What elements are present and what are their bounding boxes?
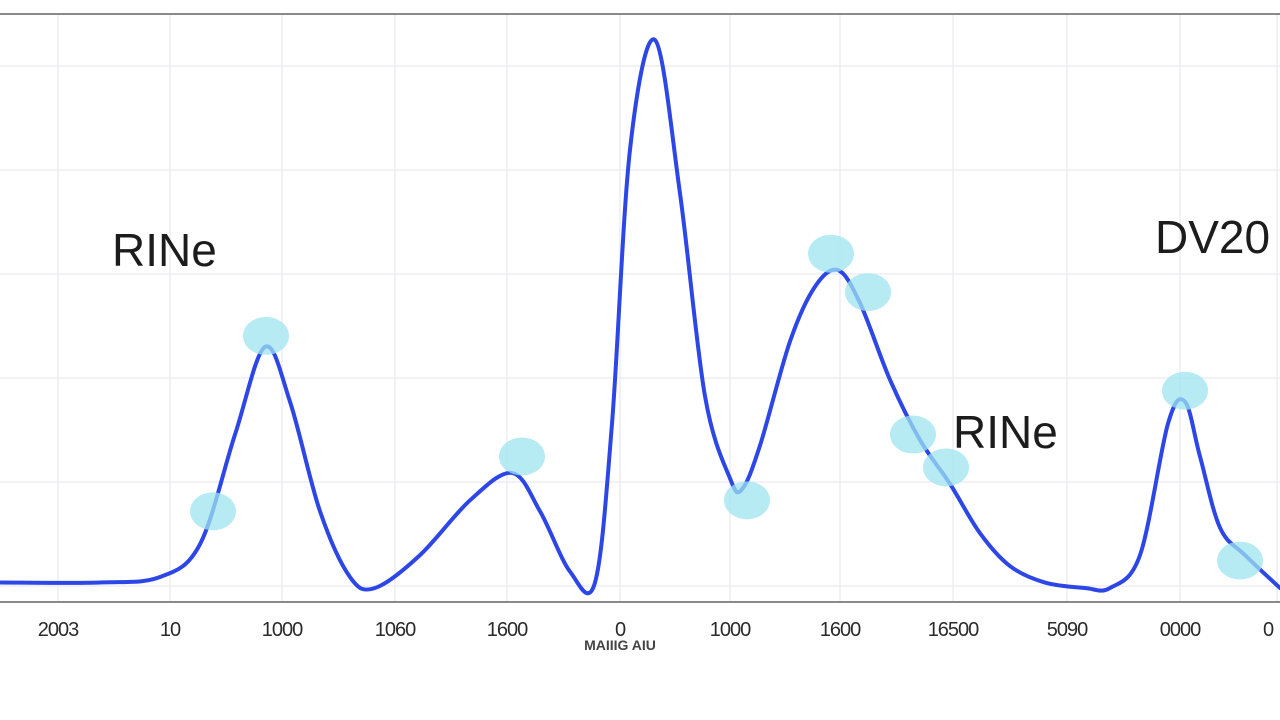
x-tick-labels: 2003 10 1000 1060 1600 0 1000 1600 16500 5090 0000…	[38, 619, 1275, 641]
x-tick-label-0: 2003	[38, 619, 79, 641]
data-point-7	[923, 448, 969, 487]
data-point-2	[499, 437, 545, 476]
x-tick-label-5: 0	[615, 619, 626, 641]
series-line-0	[0, 37, 1280, 596]
data-point-9	[1217, 541, 1263, 580]
data-point-6	[890, 415, 936, 454]
markers-layer	[190, 234, 1263, 580]
x-tick-label-3: 1060	[375, 619, 416, 641]
data-point-3	[724, 481, 770, 520]
series-layer	[0, 37, 1280, 596]
gridlines	[0, 14, 1280, 602]
annotation-right: DV20	[1155, 211, 1270, 263]
x-tick-label-7: 1600	[820, 619, 861, 641]
annotation-left: RINe	[112, 224, 217, 276]
x-tick-label-1: 10	[160, 619, 181, 641]
x-tick-label-2: 1000	[262, 619, 303, 641]
x-tick-label-11: 0	[1263, 619, 1274, 641]
x-tick-label-10: 0000	[1160, 619, 1201, 641]
x-tick-label-4: 1600	[487, 619, 528, 641]
annotation-middle: RINe	[953, 406, 1058, 458]
x-tick-label-6: 1000	[710, 619, 751, 641]
data-point-5	[845, 273, 891, 312]
data-point-1	[243, 316, 289, 355]
x-tick-label-8: 16500	[928, 619, 979, 641]
x-tick-label-9: 5090	[1047, 619, 1088, 641]
data-point-8	[1162, 371, 1208, 410]
data-point-0	[190, 492, 236, 531]
data-point-4	[808, 234, 854, 273]
x-axis-label: MAIIIG AIU	[584, 637, 656, 653]
